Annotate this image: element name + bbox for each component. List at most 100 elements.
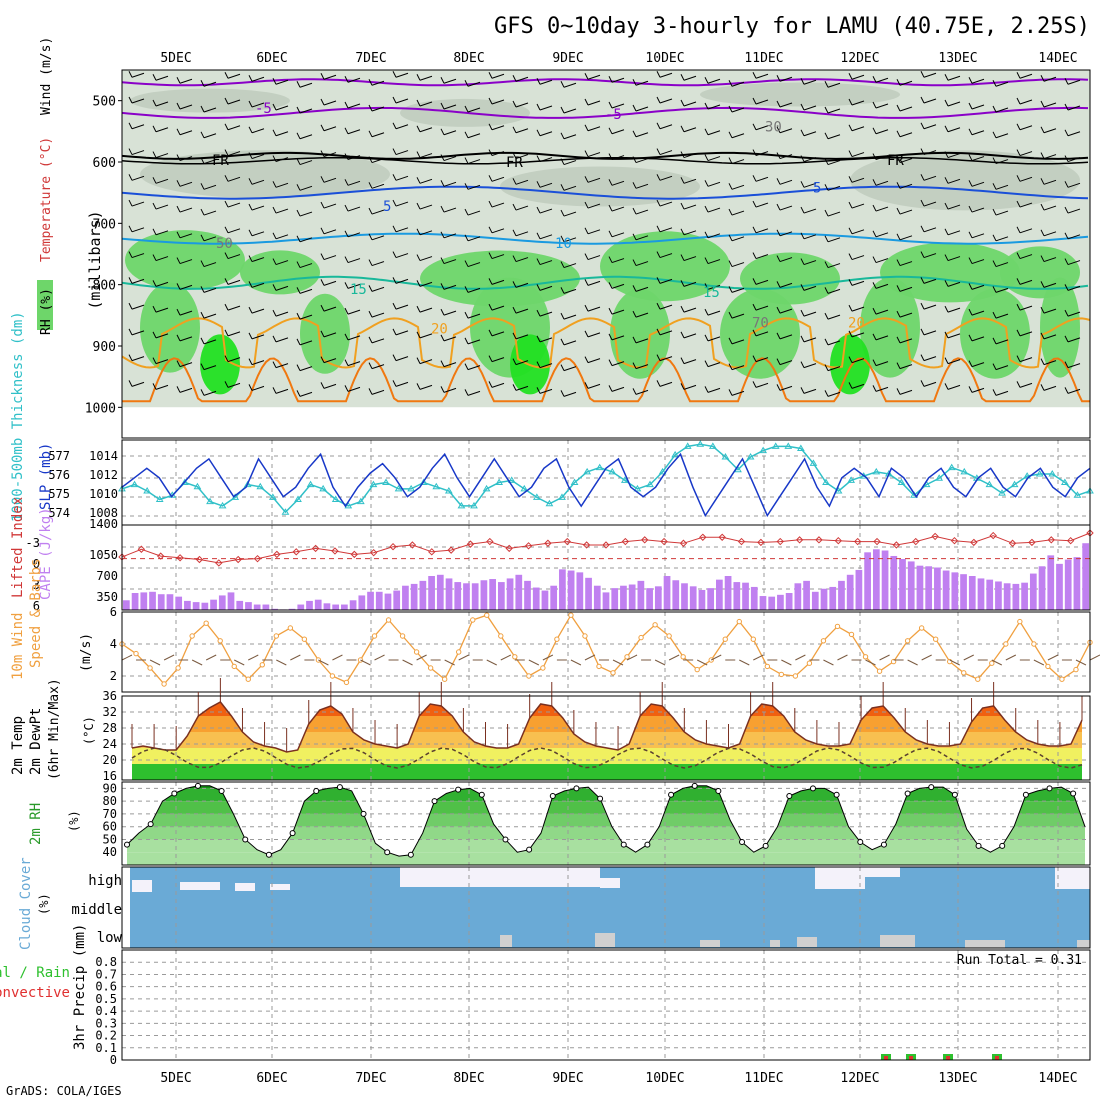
contour-label: 30	[765, 119, 782, 135]
wind-barb	[299, 366, 313, 372]
wind-barb	[755, 254, 769, 260]
wind-barb-flag	[920, 225, 925, 233]
wind-barb	[395, 253, 409, 259]
wind-barb	[899, 80, 913, 86]
wind-barb-flag	[680, 357, 685, 364]
wind-barb	[971, 336, 985, 342]
wind-tick-label: 4	[110, 637, 117, 651]
wind-barb	[515, 360, 529, 366]
date-label-bottom: 13DEC	[938, 1071, 977, 1086]
rh-shaded-area	[500, 166, 700, 207]
wind-barb	[347, 77, 361, 83]
wind-barb-flag	[632, 207, 637, 215]
cape-bar	[942, 570, 950, 610]
wind-speed-marker	[526, 673, 532, 679]
wind-barb	[467, 210, 481, 216]
lifted-index-tick-label: -3	[26, 536, 40, 550]
lifted-index-marker	[853, 537, 862, 546]
wind-barb	[755, 357, 769, 363]
wind-barb-flag	[320, 73, 325, 80]
wind-barb-flag	[200, 337, 205, 345]
wind-barb-flag	[992, 286, 997, 293]
wind-barb	[827, 391, 841, 397]
wind-barb-flag	[1016, 329, 1021, 337]
surface-wind-barb	[332, 654, 343, 661]
wind-barb	[635, 312, 649, 318]
wind-barb	[755, 99, 769, 105]
rh-marker	[786, 793, 793, 800]
wind-barb	[611, 232, 625, 238]
wind-barb	[851, 100, 865, 106]
wind-barb-flag	[176, 205, 181, 213]
rh-marker	[1070, 790, 1077, 797]
wind-barb	[1043, 179, 1057, 185]
cape-bar	[1073, 557, 1081, 610]
surface-wind-barb	[402, 659, 413, 666]
cape-bar	[123, 600, 130, 610]
wind-barb	[755, 382, 769, 388]
wind-barb	[851, 383, 865, 389]
thickness-marker	[947, 463, 956, 471]
wind-barb	[851, 152, 865, 158]
surface-wind-barb	[1047, 654, 1059, 661]
wind-barb-flag	[488, 303, 493, 311]
wind-barb-flag	[704, 77, 709, 84]
wind-barb-flag	[128, 302, 133, 310]
cape-bar	[698, 589, 706, 610]
wind-barb-flag	[896, 156, 901, 163]
wind-barb-flag	[992, 260, 997, 267]
wind-barb-flag	[608, 101, 613, 109]
wind-barb-flag	[320, 330, 325, 338]
precip-convective-bar	[884, 1056, 888, 1060]
cape-bar	[716, 579, 723, 610]
wind-barb-flag	[632, 310, 637, 318]
wind-barb	[467, 262, 481, 268]
rh-shaded-area	[1040, 277, 1080, 378]
lifted-index-marker	[776, 537, 784, 546]
lifted-index-marker	[369, 548, 378, 557]
wind-barb-flag	[560, 184, 565, 191]
wind-barb	[731, 287, 745, 293]
wind-barb	[347, 361, 361, 367]
wind-barb	[155, 307, 169, 313]
lifted-index-marker	[757, 538, 765, 547]
cape-bar	[149, 591, 156, 610]
date-label-top: 11DEC	[744, 51, 783, 66]
wind-barb	[587, 280, 601, 286]
surface-wind-barb	[570, 659, 582, 666]
isotherm-5	[121, 185, 1089, 200]
wind-barb-flag	[368, 388, 373, 395]
wind-barb	[971, 387, 985, 393]
wind-barb-flag	[992, 337, 997, 345]
wind-barb	[275, 285, 289, 291]
cape-bar	[253, 604, 261, 610]
wind-barb	[491, 357, 505, 363]
precip-convective-bar	[946, 1056, 950, 1060]
wind-barb	[179, 130, 193, 136]
wind-barb	[515, 334, 529, 340]
wind-barb	[755, 228, 769, 234]
wind-barb-flag	[416, 151, 421, 158]
surface-wind-barb	[318, 659, 329, 666]
wind-barb-flag	[920, 251, 925, 258]
wind-barb	[947, 333, 961, 339]
cape-bar	[742, 582, 749, 610]
wind-barb	[299, 134, 313, 140]
wind-speed-marker	[680, 654, 686, 660]
wind-barb-flag	[1040, 100, 1045, 108]
rh-marker	[904, 790, 911, 797]
wind-barb	[131, 124, 145, 130]
surface-wind-barb	[696, 659, 708, 666]
wind-barb	[563, 160, 577, 166]
wind-barb	[539, 337, 553, 343]
wind-barb-flag	[536, 387, 541, 394]
wind-barb-flag	[416, 331, 421, 339]
wind-barb-flag	[296, 364, 301, 371]
wind-barb-flag	[848, 227, 853, 235]
wind-barb-flag	[752, 303, 757, 311]
rh-marker	[668, 791, 675, 798]
wind-barb-flag	[128, 174, 133, 181]
wind-barb-flag	[1064, 258, 1069, 265]
wind-barb-flag	[512, 306, 517, 314]
wind-barb-flag	[416, 74, 421, 81]
